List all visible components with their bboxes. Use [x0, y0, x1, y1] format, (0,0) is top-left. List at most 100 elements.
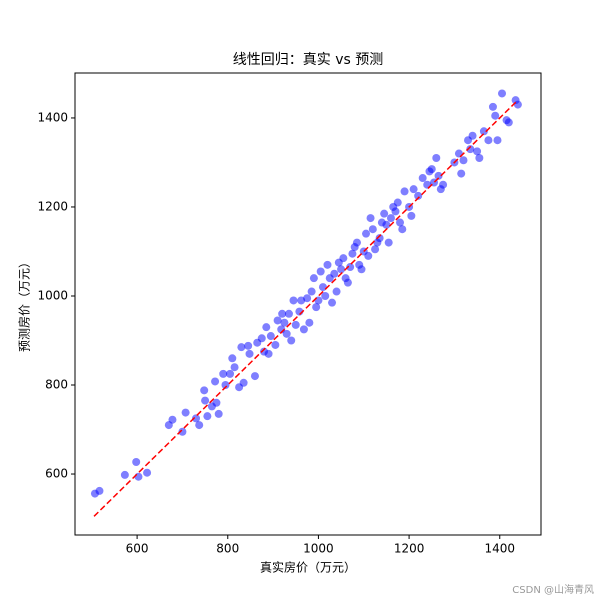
scatter-point [348, 249, 357, 258]
y-tick-label: 1000 [37, 288, 68, 302]
scatter-point [257, 334, 266, 343]
scatter-point [266, 332, 275, 341]
scatter-point [132, 458, 141, 467]
scatter-point [337, 265, 346, 274]
scatter-point [203, 412, 212, 421]
scatter-point [239, 378, 248, 387]
scatter-point [250, 372, 259, 381]
y-tick-label: 600 [45, 467, 68, 481]
scatter-point [221, 381, 230, 390]
scatter-point [318, 283, 327, 292]
scatter-point [459, 156, 468, 165]
scatter-point [181, 408, 190, 417]
scatter-point [513, 100, 522, 109]
scatter-point [439, 180, 448, 189]
x-tick-label: 1200 [394, 542, 425, 556]
scatter-point [398, 225, 407, 234]
scatter-point [244, 341, 253, 350]
scatter-point [391, 207, 400, 216]
scatter-point [321, 291, 330, 300]
scatter-point [143, 468, 152, 477]
scatter-point [192, 414, 201, 423]
x-axis-label: 真实房价（万元） [260, 560, 356, 575]
scatter-point [299, 325, 308, 334]
scatter-point [396, 218, 405, 227]
scatter-point [271, 340, 280, 349]
scatter-point [473, 147, 482, 156]
scatter-point [371, 245, 380, 254]
scatter-point [457, 169, 466, 178]
chart-title: 线性回归：真实 vs 预测 [233, 51, 383, 68]
scatter-point [212, 398, 221, 407]
scatter-point [312, 303, 321, 312]
scatter-point [330, 269, 339, 278]
scatter-point [264, 349, 273, 358]
scatter-point [303, 294, 312, 303]
scatter-point [357, 265, 366, 274]
scatter-point [375, 234, 384, 243]
scatter-point [280, 318, 289, 327]
scatter-point [168, 415, 177, 424]
scatter-point [228, 354, 237, 363]
scatter-point [468, 131, 477, 140]
scatter-point [393, 198, 402, 207]
scatter-point [362, 229, 371, 238]
scatter-point [332, 287, 341, 296]
scatter-point [400, 187, 409, 196]
scatter-point [273, 316, 282, 325]
scatter-point [200, 386, 209, 395]
scatter-point [339, 254, 348, 263]
scatter-point [427, 165, 436, 174]
scatter-point [479, 127, 488, 136]
scatter-point [120, 470, 129, 479]
scatter-point [418, 174, 427, 183]
scatter-point [368, 225, 377, 234]
scatter-point [230, 363, 239, 372]
x-tick-label: 600 [126, 542, 149, 556]
scatter-point [307, 287, 316, 296]
scatter-point [475, 154, 484, 163]
scatter-point [201, 396, 210, 405]
scatter-point [287, 336, 296, 345]
scatter-point [262, 323, 271, 332]
scatter-point [364, 251, 373, 260]
scatter-point [484, 136, 493, 145]
scatter-point [245, 349, 254, 358]
scatter-point [328, 298, 337, 307]
x-tick-label: 1000 [303, 542, 334, 556]
scatter-point [289, 296, 298, 305]
scatter-point [352, 238, 361, 247]
scatter-point [343, 278, 352, 287]
scatter-point [282, 329, 291, 338]
scatter-point [488, 102, 497, 111]
scatter-point [95, 486, 104, 495]
scatter-point [214, 409, 223, 418]
scatter-point [284, 309, 293, 318]
plot-frame [74, 72, 542, 536]
scatter-point [178, 427, 187, 436]
scatter-point [314, 296, 323, 305]
scatter-point [386, 214, 395, 223]
scatter-point [466, 145, 475, 154]
scatter-point [434, 171, 443, 180]
scatter-point [493, 136, 502, 145]
scatter-point [134, 472, 143, 481]
scatter-point [382, 220, 391, 229]
scatter-point [504, 118, 513, 127]
scatter-point [291, 320, 300, 329]
x-tick-label: 1400 [484, 542, 515, 556]
scatter-point [226, 369, 235, 378]
scatter-point [432, 154, 441, 163]
scatter-point [380, 209, 389, 218]
scatter-point [407, 211, 416, 220]
x-tick-label: 800 [216, 542, 239, 556]
scatter-point [366, 214, 375, 223]
scatter-point [316, 267, 325, 276]
y-tick-label: 1400 [37, 110, 68, 124]
scatter-point [305, 318, 314, 327]
scatter-point [237, 343, 246, 352]
scatter-point [219, 369, 228, 378]
y-tick-label: 1200 [37, 199, 68, 213]
scatter-point [454, 149, 463, 158]
scatter-point [323, 260, 332, 269]
